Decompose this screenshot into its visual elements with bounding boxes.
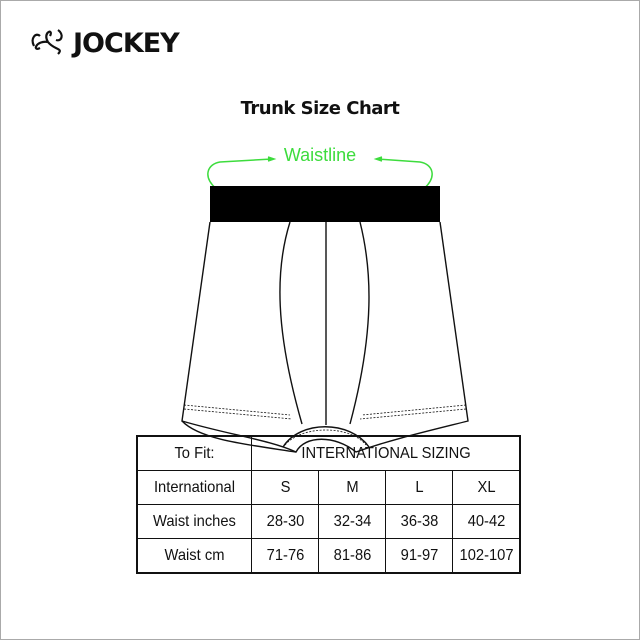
cell: XL	[454, 470, 518, 505]
trunk-outline	[181, 221, 469, 453]
table-header-row: To Fit: INTERNATIONAL SIZING	[137, 435, 520, 471]
size-table: To Fit: INTERNATIONAL SIZING Internation…	[136, 435, 521, 574]
cell: 32-34	[320, 504, 384, 539]
cell: 91-97	[387, 538, 451, 574]
brand-name: JOCKEY	[73, 27, 180, 59]
jockey-swirl-logo-icon	[31, 29, 63, 55]
cell: 102-107	[454, 538, 518, 574]
table-row: Waist cm 71-76 81-86 91-97 102-107	[137, 538, 520, 574]
cell: 71-76	[253, 538, 317, 574]
cell: 81-86	[320, 538, 384, 574]
row-label: Waist cm	[141, 538, 248, 574]
table-row: International S M L XL	[137, 470, 520, 505]
row-label: International	[141, 470, 248, 505]
page-title: Trunk Size Chart	[240, 98, 400, 119]
table-row: Waist inches 28-30 32-34 36-38 40-42	[137, 504, 520, 539]
cell: S	[253, 470, 317, 505]
row-label: Waist inches	[141, 504, 248, 539]
header-to-fit: To Fit:	[141, 435, 248, 471]
brand-logo: JOCKEY	[28, 26, 180, 60]
waistline-label: Waistline	[283, 145, 357, 165]
cell: 40-42	[454, 504, 518, 539]
cell: L	[387, 470, 451, 505]
header-international-sizing: INTERNATIONAL SIZING	[261, 435, 510, 471]
cell: 36-38	[387, 504, 451, 539]
cell: 28-30	[253, 504, 317, 539]
waistband	[210, 186, 440, 222]
cell: M	[320, 470, 384, 505]
